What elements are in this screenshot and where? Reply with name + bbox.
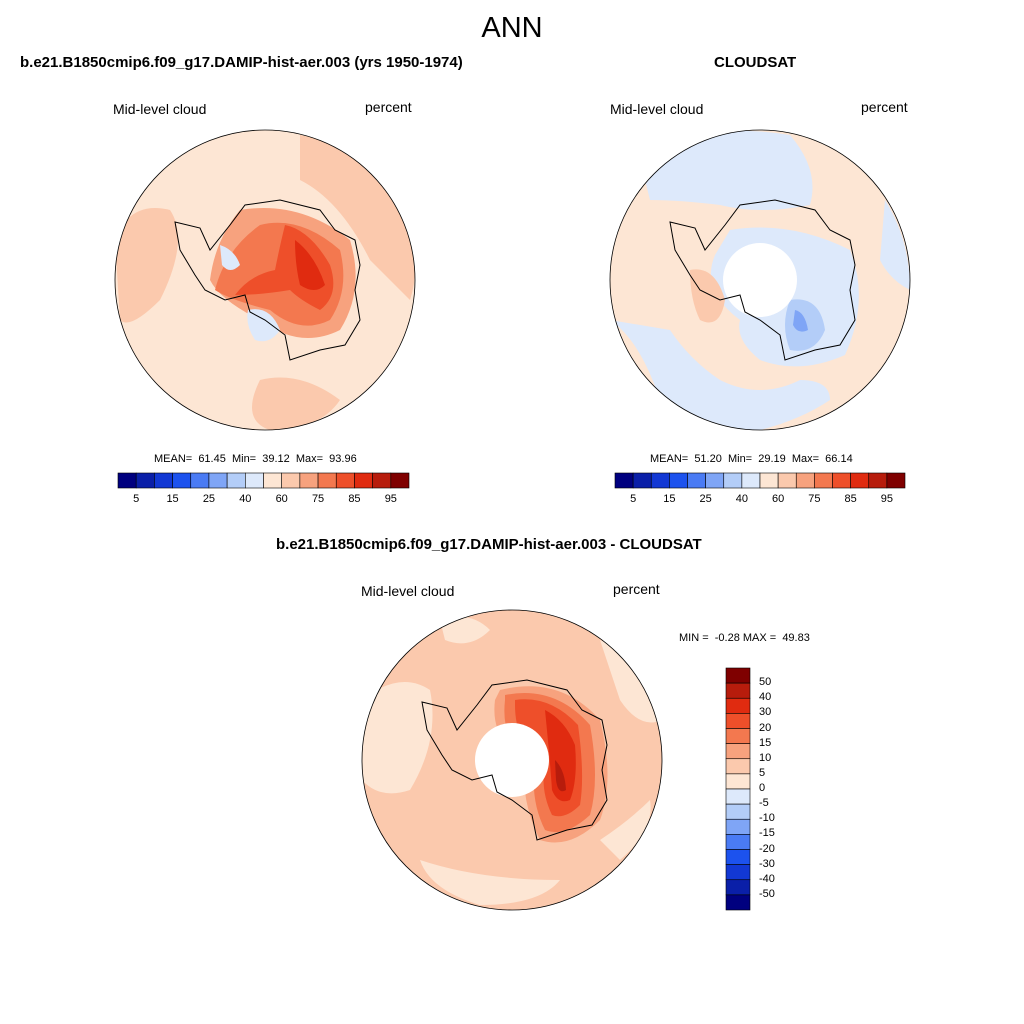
colorbar-swatch <box>390 472 410 489</box>
colorbar-tick-label: -20 <box>759 842 775 855</box>
colorbar-swatch <box>725 879 751 896</box>
panel-3-colorbar <box>725 667 751 911</box>
colorbar-tick-label: 95 <box>880 493 893 505</box>
colorbar-swatch <box>725 773 751 790</box>
colorbar-swatch <box>725 803 751 820</box>
colorbar-swatch <box>725 864 751 881</box>
panel-1-statistics: MEAN= 61.45 Min= 39.12 Max= 93.96 <box>154 453 357 465</box>
colorbar-swatch <box>725 818 751 835</box>
colorbar-tick-label: 50 <box>759 676 772 689</box>
colorbar-swatch <box>725 894 751 911</box>
colorbar-tick-label: -5 <box>759 797 769 810</box>
colorbar-swatch <box>725 682 751 699</box>
colorbar-tick-label: 75 <box>808 493 821 505</box>
colorbar-tick-label: -50 <box>759 887 775 900</box>
colorbar-tick-label: 40 <box>735 493 748 505</box>
panel-3-title: b.e21.B1850cmip6.f09_g17.DAMIP-hist-aer.… <box>276 536 702 553</box>
colorbar-tick-label: -15 <box>759 827 775 840</box>
colorbar-swatch <box>725 758 751 775</box>
panel-1-title: b.e21.B1850cmip6.f09_g17.DAMIP-hist-aer.… <box>20 54 463 71</box>
colorbar-tick-label: -30 <box>759 857 775 870</box>
colorbar-swatch <box>725 849 751 865</box>
panel-2-units-label: percent <box>861 99 908 115</box>
colorbar-tick-label: 0 <box>759 782 766 794</box>
colorbar-tick-label: 10 <box>759 751 772 764</box>
colorbar-tick-label: 15 <box>759 736 772 749</box>
panel-2-variable-label: Mid-level cloud <box>610 101 704 117</box>
colorbar-tick-label: 5 <box>759 766 766 779</box>
colorbar-tick-label: 25 <box>699 493 712 505</box>
colorbar-tick-label: 20 <box>759 721 772 734</box>
colorbar-tick-label: 15 <box>166 493 179 505</box>
panel-1-variable-label: Mid-level cloud <box>113 101 207 117</box>
figure-title: ANN <box>481 12 543 44</box>
colorbar-tick-label: 75 <box>311 493 325 505</box>
colorbar-swatch <box>725 697 751 714</box>
colorbar-swatch <box>725 743 751 760</box>
colorbar-tick-label: 5 <box>133 493 140 505</box>
colorbar-tick-label: 60 <box>772 493 785 505</box>
colorbar-swatch <box>725 788 751 805</box>
colorbar-swatch <box>725 834 751 850</box>
panel-3-statistics: MIN = -0.28 MAX = 49.83 <box>679 632 810 644</box>
colorbar-tick-label: 25 <box>202 493 216 505</box>
colorbar-tick-label: 95 <box>384 493 397 505</box>
colorbar-tick-label: 85 <box>844 493 857 505</box>
colorbar-tick-label: 40 <box>759 691 772 704</box>
colorbar-tick-label: 40 <box>239 493 252 505</box>
panel-1-units-label: percent <box>365 99 412 115</box>
colorbar-swatch <box>725 713 751 729</box>
colorbar-tick-label: 85 <box>348 493 361 505</box>
colorbar-swatch <box>725 728 751 744</box>
panel-1-colorbar <box>117 472 410 489</box>
panel-2-statistics: MEAN= 51.20 Min= 29.19 Max= 66.14 <box>650 453 853 465</box>
colorbar-swatch <box>725 667 751 684</box>
panel-2-colorbar <box>614 472 906 489</box>
colorbar-tick-label: 30 <box>759 706 772 719</box>
colorbar-swatch <box>886 472 906 489</box>
colorbar-tick-label: 15 <box>663 493 676 505</box>
colorbar-tick-label: -40 <box>759 872 775 885</box>
colorbar-tick-label: -10 <box>759 812 775 825</box>
colorbar-tick-label: 5 <box>630 493 637 505</box>
panel-3-variable-label: Mid-level cloud <box>361 583 455 599</box>
panel-3-units-label: percent <box>613 581 660 597</box>
panel-2-title: CLOUDSAT <box>714 54 797 71</box>
colorbar-tick-label: 60 <box>275 493 288 505</box>
